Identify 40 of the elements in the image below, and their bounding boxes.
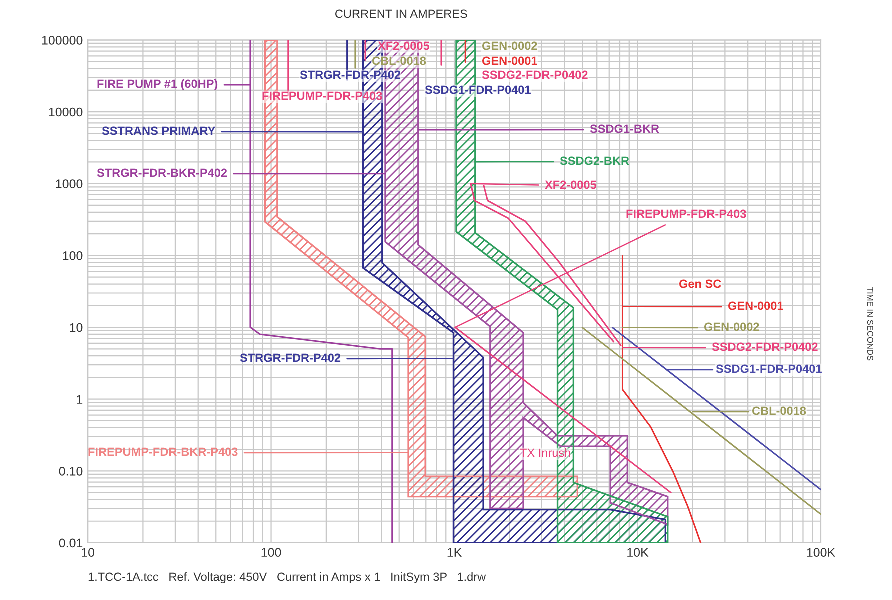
annotation: SSDG2-BKR: [560, 156, 630, 166]
annotation: FIREPUMP-FDR-P403: [262, 92, 382, 100]
annotation: GEN-0001: [728, 302, 784, 310]
x-tick-label: 100K: [807, 548, 836, 558]
y-tick-label: 100000: [42, 36, 83, 45]
annotation: CBL-0018: [372, 56, 426, 66]
y-tick-label: 0.10: [59, 466, 83, 476]
x-tick-label: 10K: [628, 548, 649, 558]
annotation: SSDG1-BKR: [590, 124, 660, 134]
annotation: TX Inrush: [520, 448, 570, 458]
annotation: FIREPUMP-FDR-P403: [626, 210, 746, 218]
chart-title: CURRENT IN AMPERES: [336, 10, 468, 18]
annotation: SSDG1-FDR-P0401: [716, 364, 822, 374]
text: 1.TCC-1A.tcc Ref. Voltage: 450V Current in Amps x 1 InitSym 3P 1.drw: [88, 572, 486, 584]
y-tick-label: 1: [77, 395, 83, 404]
x-tick-label: 1K: [448, 548, 462, 557]
y-tick-label: 10000: [49, 108, 83, 117]
annotation: SSDG1-FDR-P0401: [425, 86, 531, 94]
annotation: STRGR-FDR-P402: [300, 70, 401, 80]
annotation: FIRE PUMP #1 (60HP): [98, 80, 218, 90]
annotation: SSDG2-FDR-P0402: [712, 342, 818, 352]
y-axis-title: TIME IN SECONDS: [867, 287, 874, 361]
y-tick-label: 100: [63, 251, 83, 260]
annotation: XF2-0005: [545, 180, 597, 190]
annotation: Gen SC: [679, 280, 722, 288]
annotation: SSDG2-FDR-P0402: [482, 70, 588, 80]
x-tick-label: 100: [262, 548, 282, 558]
annotation: STRGR-FDR-BKR-P402: [97, 168, 228, 178]
annotation: XF2-0005: [378, 42, 430, 50]
x-tick-label: 10: [82, 548, 95, 558]
annotation: SSTRANS PRIMARY: [102, 126, 216, 136]
annotation: GEN-0001: [482, 56, 538, 66]
y-tick-label: 0.01: [59, 538, 83, 548]
annotation: GEN-0002: [704, 322, 760, 332]
y-tick-label: 1000: [56, 180, 83, 189]
annotation: STRGR-FDR-P402: [240, 354, 341, 362]
annotation: FIREPUMP-FDR-BKR-P403: [88, 448, 238, 456]
annotation: CBL-0018: [752, 406, 806, 416]
y-tick-label: 10: [70, 323, 83, 332]
annotation: GEN-0002: [482, 42, 538, 50]
